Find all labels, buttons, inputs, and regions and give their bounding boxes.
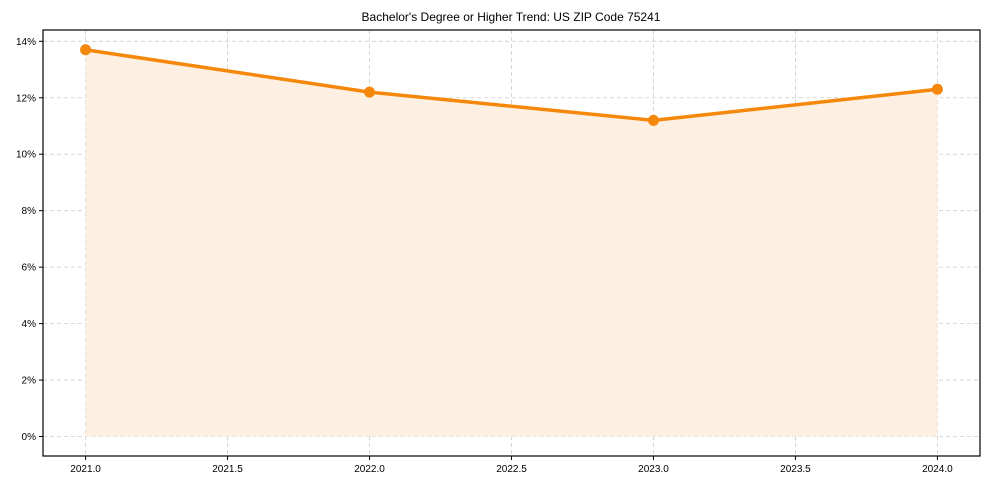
- x-tick-label: 2022.0: [354, 464, 385, 475]
- x-tick-label: 2021.0: [70, 464, 101, 475]
- trend-line: [85, 48, 938, 123]
- x-tick-label: 2023.0: [638, 464, 669, 475]
- chart-title: Bachelor's Degree or Higher Trend: US ZI…: [362, 10, 661, 24]
- y-tick-label: 12%: [16, 93, 36, 104]
- y-tick-label: 2%: [22, 376, 37, 387]
- x-tick-label: 2024.0: [922, 464, 953, 475]
- y-tick-label: 8%: [22, 206, 37, 217]
- data-point: [647, 114, 659, 126]
- data-point: [364, 86, 376, 98]
- y-tick-label: 10%: [16, 150, 36, 161]
- x-tick-label: 2021.5: [212, 464, 243, 475]
- data-point: [931, 83, 943, 95]
- x-tick-label: 2022.5: [496, 464, 527, 475]
- x-tick-label: 2023.5: [780, 464, 811, 475]
- area-fill: [85, 49, 938, 437]
- y-tick-label: 0%: [22, 432, 37, 443]
- data-point: [80, 44, 92, 56]
- x-axis: 2021.0 2021.5 2022.0 2022.5 2023.0 2023.5 2024…: [70, 456, 953, 475]
- y-tick-label: 14%: [16, 37, 36, 48]
- y-axis: 0% 2% 4% 6% 8% 10% 12% 14%: [16, 37, 43, 443]
- data-points: [80, 44, 943, 126]
- y-tick-label: 6%: [22, 263, 37, 274]
- y-tick-label: 4%: [22, 319, 37, 330]
